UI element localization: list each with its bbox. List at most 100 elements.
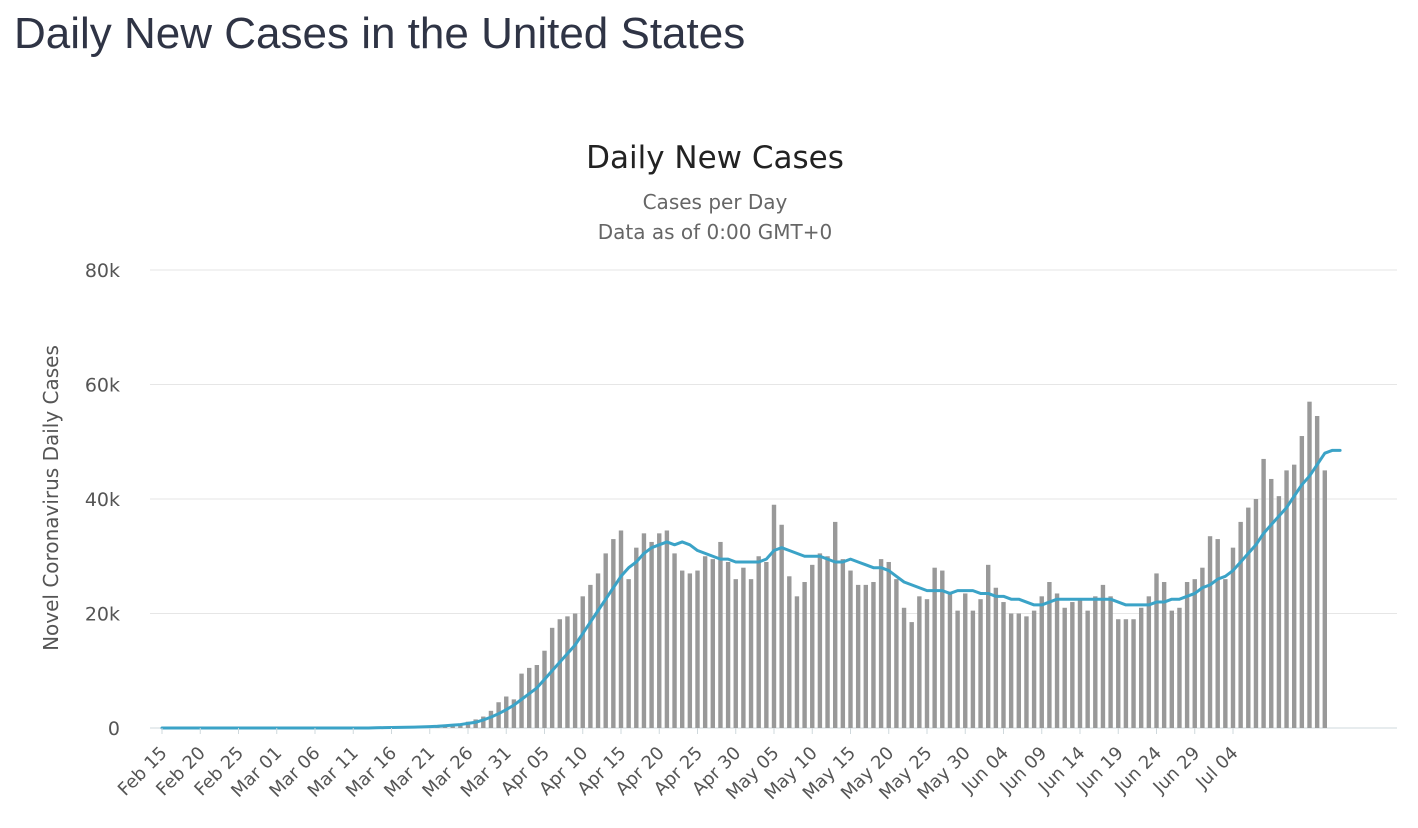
- case-bar: [970, 610, 976, 728]
- case-bar: [1047, 582, 1052, 728]
- case-bar: [1269, 478, 1274, 728]
- case-bar: [618, 530, 624, 728]
- case-bar: [649, 541, 654, 728]
- case-bar: [1077, 599, 1083, 728]
- case-bar: [657, 533, 662, 728]
- case-bar: [1093, 596, 1098, 728]
- case-bar: [603, 553, 608, 728]
- case-bar: [733, 579, 738, 728]
- case-bar: [1322, 470, 1327, 729]
- case-bar: [672, 553, 677, 728]
- case-bar: [549, 627, 555, 728]
- case-bar: [894, 579, 899, 728]
- case-bar: [1307, 401, 1312, 728]
- case-bar: [588, 584, 593, 729]
- case-bar: [702, 556, 708, 728]
- case-bar: [741, 567, 746, 728]
- case-bar: [1314, 415, 1320, 728]
- case-bar: [924, 599, 930, 728]
- case-bar: [1100, 584, 1106, 729]
- case-bar: [1169, 610, 1174, 728]
- case-bar: [527, 667, 532, 728]
- y-tick-label: 0: [108, 718, 120, 740]
- case-bar: [771, 504, 777, 728]
- case-bar: [787, 576, 792, 728]
- case-bar: [1238, 521, 1243, 728]
- y-axis-label: Novel Coronavirus Daily Cases: [39, 345, 63, 651]
- case-bar: [1054, 593, 1060, 728]
- case-bar: [626, 579, 631, 728]
- case-bar: [764, 561, 769, 728]
- y-tick-label: 60k: [85, 375, 120, 397]
- case-bar: [580, 596, 585, 728]
- case-bar: [1039, 596, 1044, 728]
- case-bar: [986, 564, 991, 728]
- case-bar: [611, 539, 616, 728]
- case-bar: [1146, 596, 1152, 728]
- case-bar: [817, 553, 823, 728]
- moving-average-line: [160, 448, 1342, 730]
- case-bar: [1299, 436, 1305, 728]
- case-bar: [718, 541, 723, 728]
- case-bar: [1108, 596, 1113, 728]
- case-bar: [534, 665, 540, 728]
- case-bar: [680, 570, 685, 728]
- case-bar: [1200, 567, 1205, 728]
- x-tick-label: Jul 04: [1191, 743, 1242, 794]
- moving-average-polyline: [160, 448, 1342, 730]
- case-bar: [542, 650, 547, 728]
- case-bar: [1207, 536, 1213, 728]
- case-bar: [810, 564, 815, 728]
- case-bar: [1223, 579, 1228, 728]
- case-bar: [848, 570, 853, 728]
- case-bar: [1131, 619, 1136, 728]
- case-bar: [687, 573, 693, 728]
- case-bar: [504, 696, 509, 728]
- case-bar: [840, 559, 846, 728]
- case-bar: [1024, 616, 1029, 728]
- case-bar: [863, 584, 868, 729]
- case-bar: [825, 556, 830, 728]
- y-axis-ticks: 0 20k 40k 60k 80k: [85, 260, 120, 740]
- case-bar: [1139, 607, 1144, 728]
- case-bar: [878, 559, 884, 728]
- case-bar: [1276, 496, 1282, 728]
- case-bar: [833, 521, 838, 728]
- daily-case-bars: [374, 401, 1327, 729]
- case-bar: [664, 530, 670, 728]
- case-bar: [779, 524, 784, 728]
- case-bar: [695, 570, 700, 728]
- chart-subtitle-line-2: Data as of 0:00 GMT+0: [598, 220, 833, 244]
- case-bar: [963, 593, 968, 728]
- case-bar: [1123, 619, 1129, 728]
- page-title: Daily New Cases in the United States: [14, 9, 746, 58]
- case-bar: [1284, 470, 1289, 729]
- case-bar: [794, 596, 800, 728]
- case-bar: [1070, 602, 1075, 728]
- case-bar: [1154, 573, 1159, 728]
- case-bar: [1253, 499, 1259, 728]
- y-tick-label: 40k: [85, 489, 120, 511]
- case-bar: [511, 699, 517, 729]
- case-bar: [802, 582, 807, 728]
- case-bar: [871, 582, 876, 728]
- chart-title: Daily New Cases: [586, 140, 844, 176]
- case-bar: [855, 584, 861, 729]
- case-bar: [940, 570, 945, 728]
- case-bar: [1116, 619, 1121, 728]
- case-bar: [1085, 610, 1090, 728]
- case-bar: [978, 599, 983, 728]
- case-bar: [1062, 607, 1067, 728]
- case-bar: [1192, 579, 1197, 728]
- case-bar: [1230, 547, 1236, 728]
- chart-subtitle-line-1: Cases per Day: [643, 190, 788, 214]
- case-bar: [917, 596, 922, 728]
- case-bar: [1184, 582, 1190, 728]
- case-bar: [901, 607, 907, 728]
- case-bar: [947, 593, 953, 728]
- y-tick-label: 80k: [85, 260, 120, 282]
- case-bar: [1031, 610, 1037, 728]
- case-bar: [488, 710, 494, 728]
- case-bar: [725, 561, 731, 728]
